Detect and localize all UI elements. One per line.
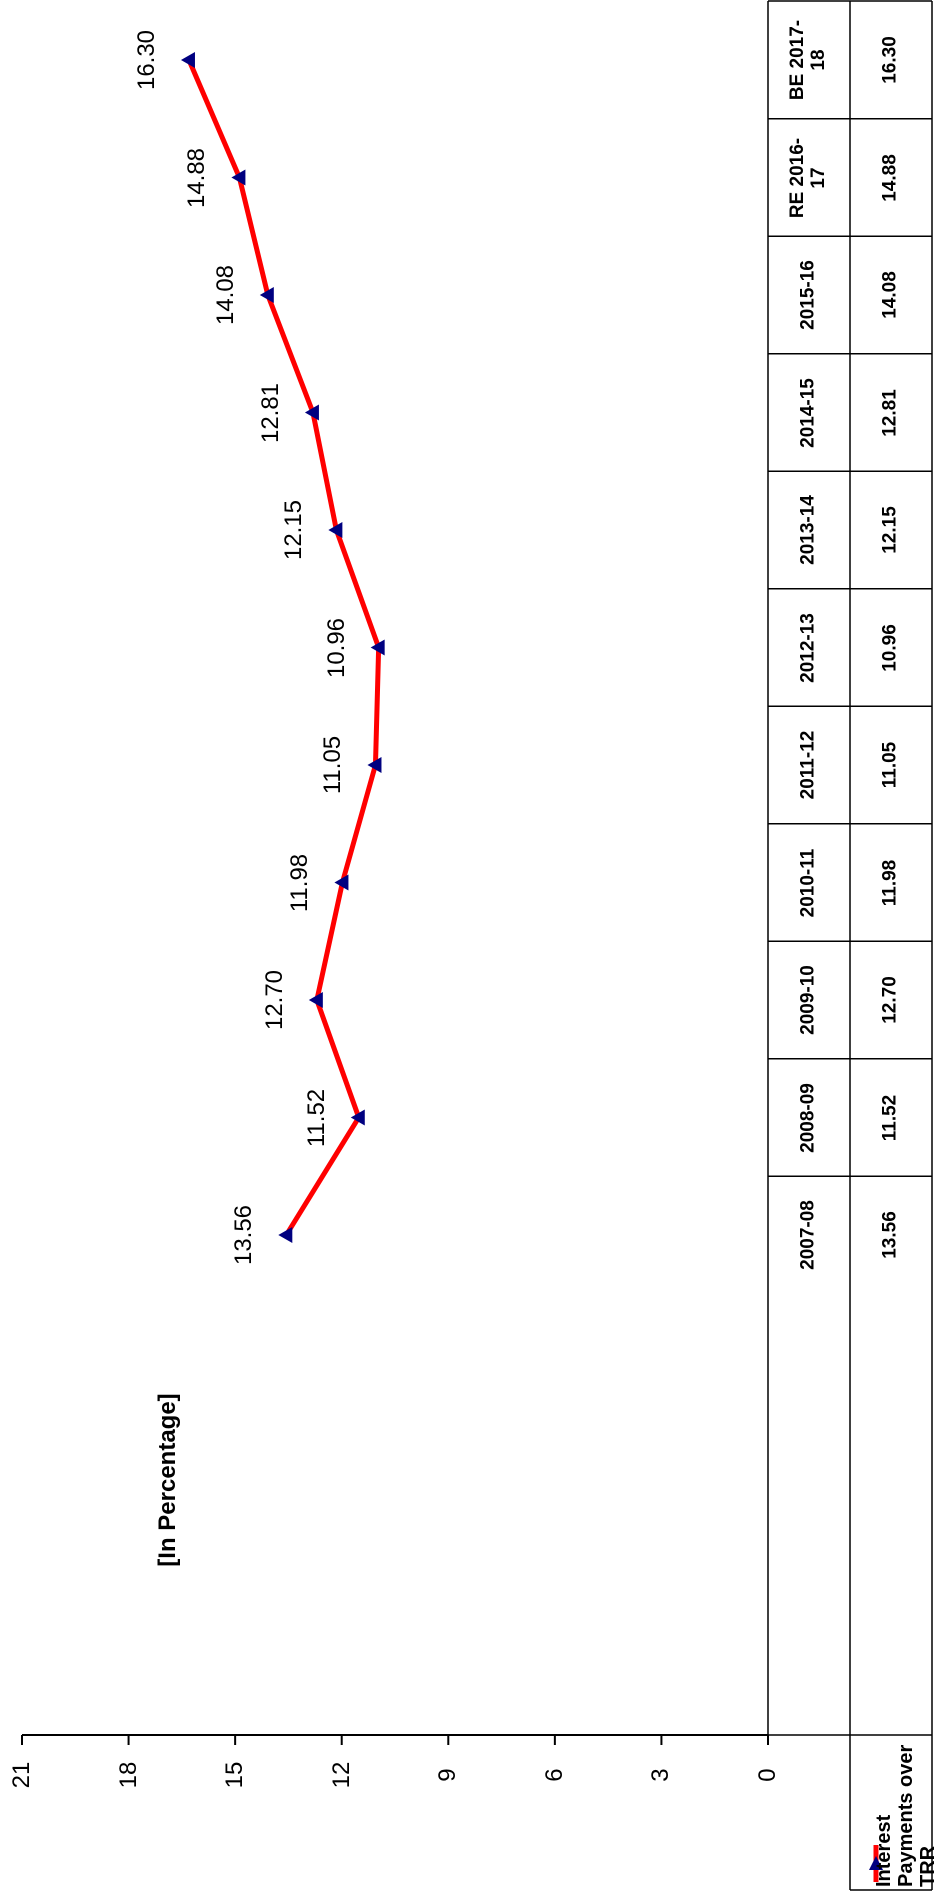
data-marker [350,1109,365,1126]
data-line [186,59,382,1237]
data-marker [259,287,274,303]
table-value: 11.52 [879,1094,901,1141]
data-marker [231,169,246,186]
data-label: 10.96 [322,617,350,678]
table-category: BE 2017-18 [787,19,829,101]
data-marker [308,992,323,1008]
table-category: 2010-11 [797,848,819,917]
data-label: 11.52 [302,1088,330,1147]
table-category: 2007-08 [797,1200,819,1270]
table-value: 14.88 [879,153,901,202]
table-category: 2011-12 [797,730,819,800]
table-value: 12.70 [879,976,901,1024]
data-marker [278,1227,293,1243]
table-category: 2008-09 [797,1082,819,1153]
data-label: 11.98 [286,853,314,912]
data-marker [180,52,195,68]
y-tick-label: 6 [540,1768,568,1782]
y-tick-label: 0 [753,1768,781,1782]
table-category: 2014-15 [797,377,819,448]
y-tick-label: 9 [434,1768,462,1782]
data-label: 12.70 [260,969,288,1031]
y-tick-label: 3 [647,1768,675,1782]
table-value: 11.05 [879,741,901,789]
y-tick-label: 12 [327,1761,355,1789]
data-label: 13.56 [230,1204,258,1266]
table-value: 11.98 [879,859,901,906]
table-category: RE 2016-17 [787,137,829,218]
data-marker [367,757,382,773]
legend-marker [869,1856,883,1870]
data-label: 12.81 [256,382,284,443]
table-category: 2013-14 [797,495,819,565]
table-value: 12.81 [879,388,901,437]
data-label: 16.30 [132,29,160,91]
axis-title: [In Percentage] [153,1393,181,1567]
table-value: 13.56 [879,1211,901,1259]
table-value: 10.96 [879,623,901,672]
data-marker [334,874,349,891]
y-tick-label: 15 [220,1761,248,1789]
data-label: 14.88 [183,147,211,208]
data-marker [328,522,343,538]
data-marker [370,639,385,656]
table-category: 2012-13 [797,612,819,683]
y-tick-label: 18 [114,1761,142,1789]
table-value: 12.15 [879,506,901,554]
y-tick-label: 21 [7,1761,35,1789]
table-category: 2009-10 [797,965,819,1035]
data-label: 12.15 [280,499,308,561]
table-value: 16.30 [879,36,901,84]
data-marker [304,404,319,421]
data-label: 14.08 [211,264,239,326]
legend-label: Interest Payments over TRR [873,1744,939,1887]
data-label: 11.05 [319,735,347,795]
table-category: 2015-16 [797,260,819,330]
table-value: 14.08 [879,271,901,319]
